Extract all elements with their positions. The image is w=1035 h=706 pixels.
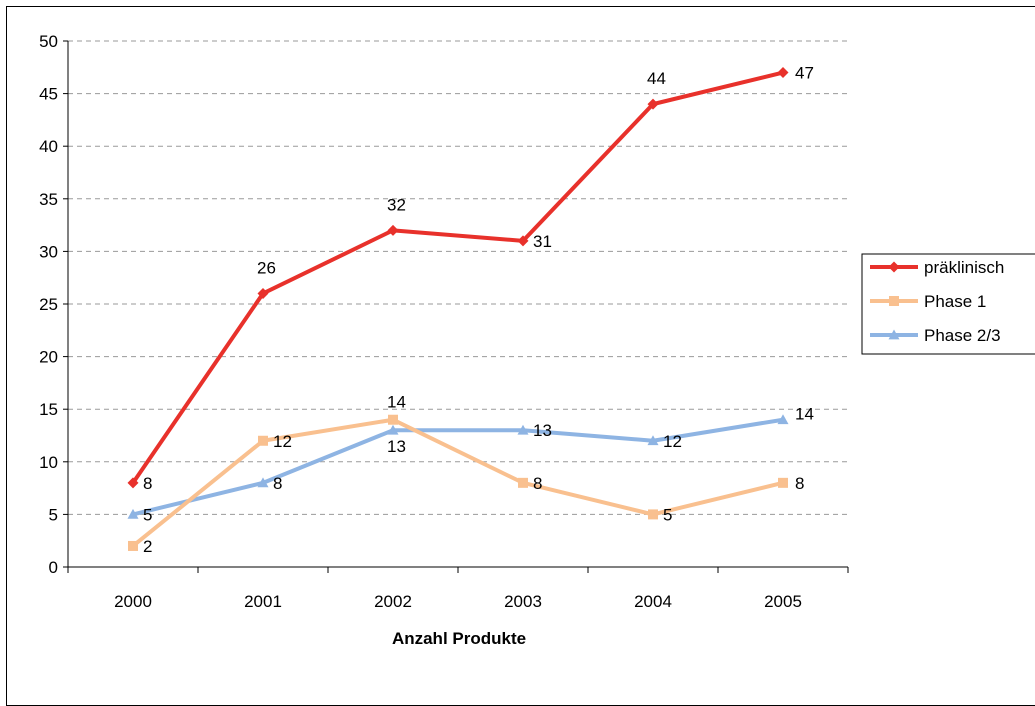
series-phase-2-3-marker bbox=[257, 477, 269, 488]
legend-präklinisch-label: präklinisch bbox=[924, 258, 1004, 277]
series-präklinisch-marker bbox=[777, 67, 789, 79]
series-präklinisch-data-label: 44 bbox=[647, 69, 666, 88]
series-phase-1-data-label: 14 bbox=[387, 393, 406, 412]
series-präklinisch-data-label: 47 bbox=[795, 64, 814, 83]
series-präklinisch-data-label: 31 bbox=[533, 232, 552, 251]
series-lines bbox=[131, 70, 784, 548]
series-phase-2-3-data-label: 12 bbox=[663, 432, 682, 451]
x-axis-title: Anzahl Produkte bbox=[392, 629, 526, 648]
y-tick-label: 45 bbox=[39, 85, 58, 104]
y-tick-label: 5 bbox=[49, 505, 58, 524]
legend-phase-1-marker bbox=[889, 296, 899, 306]
series-phase-1-data-label: 5 bbox=[663, 505, 672, 524]
x-tick-label: 2003 bbox=[504, 592, 542, 611]
series-phase-2-3-marker bbox=[127, 508, 139, 519]
series-phase-1-marker bbox=[128, 540, 138, 551]
x-tick-label: 2001 bbox=[244, 592, 282, 611]
series-phase-2-3-marker bbox=[517, 424, 529, 435]
series-phase-1-marker bbox=[648, 509, 658, 520]
series-phase-2-3-data-label: 13 bbox=[387, 437, 406, 456]
y-tick-label: 40 bbox=[39, 137, 58, 156]
y-tick-label: 10 bbox=[39, 453, 58, 472]
y-tick-label: 20 bbox=[39, 348, 58, 367]
legend-phase-2-3-label: Phase 2/3 bbox=[924, 326, 1001, 345]
y-axis-ticks: 0 5 10 15 20 25 30 35 40 45 50 bbox=[39, 32, 68, 577]
x-tick-label: 2004 bbox=[634, 592, 672, 611]
series-präklinisch-marker bbox=[517, 235, 529, 247]
series-phase-1-marker bbox=[778, 477, 788, 488]
series-präklinisch-marker bbox=[257, 287, 269, 299]
y-tick-label: 25 bbox=[39, 295, 58, 314]
series-präklinisch-marker bbox=[127, 477, 139, 489]
series-präklinisch-marker bbox=[647, 98, 659, 110]
series-präklinisch-line bbox=[131, 70, 784, 484]
x-tick-label: 2000 bbox=[114, 592, 152, 611]
series-phase-2-3-data-label: 8 bbox=[273, 474, 282, 493]
y-tick-label: 35 bbox=[39, 190, 58, 209]
series-phase-2-3-marker bbox=[387, 424, 399, 435]
legend-phase-1-label: Phase 1 bbox=[924, 292, 986, 311]
series-phase-2-3-marker bbox=[777, 414, 789, 425]
series-präklinisch-data-label: 26 bbox=[257, 258, 276, 277]
y-tick-label: 15 bbox=[39, 400, 58, 419]
series-phase-1-line bbox=[131, 417, 784, 548]
series-präklinisch-data-label: 32 bbox=[387, 195, 406, 214]
series-phase-2-3-line bbox=[132, 417, 784, 517]
x-tick-label: 2002 bbox=[374, 592, 412, 611]
series-phase-2-3-marker bbox=[647, 435, 659, 446]
x-tick-label: 2005 bbox=[764, 592, 802, 611]
data-labels: 5 8 13 13 12 14 2 12 14 8 5 8 8 26 32 31 44 47 bbox=[143, 64, 814, 556]
y-tick-label: 50 bbox=[39, 32, 58, 51]
legend-präklinisch-marker bbox=[888, 261, 900, 273]
series-phase-1-data-label: 12 bbox=[273, 432, 292, 451]
series-phase-1-data-label: 2 bbox=[143, 537, 152, 556]
series-phase-1-marker bbox=[388, 414, 398, 425]
gridlines bbox=[68, 40, 848, 515]
y-tick-label: 0 bbox=[49, 558, 58, 577]
series-phase-2-3-data-label: 14 bbox=[795, 405, 814, 424]
series-phase-1-data-label: 8 bbox=[795, 474, 804, 493]
series-phase-2-3-data-label: 5 bbox=[143, 505, 152, 524]
y-tick-label: 30 bbox=[39, 242, 58, 261]
legend: präklinisch Phase 1 Phase 2/3 bbox=[861, 253, 1035, 355]
series-phase-1-marker bbox=[258, 435, 268, 446]
series-phase-2-3-data-label: 13 bbox=[533, 421, 552, 440]
series-präklinisch-data-label: 8 bbox=[143, 474, 152, 493]
legend-phase-2-3-marker bbox=[888, 329, 900, 340]
series-präklinisch-marker bbox=[387, 224, 399, 236]
series-phase-1-data-label: 8 bbox=[533, 474, 542, 493]
x-axis-ticks: 2000 2001 2002 2003 2004 2005 bbox=[67, 567, 849, 611]
series-phase-1-marker bbox=[518, 477, 528, 488]
series-markers bbox=[127, 67, 789, 551]
